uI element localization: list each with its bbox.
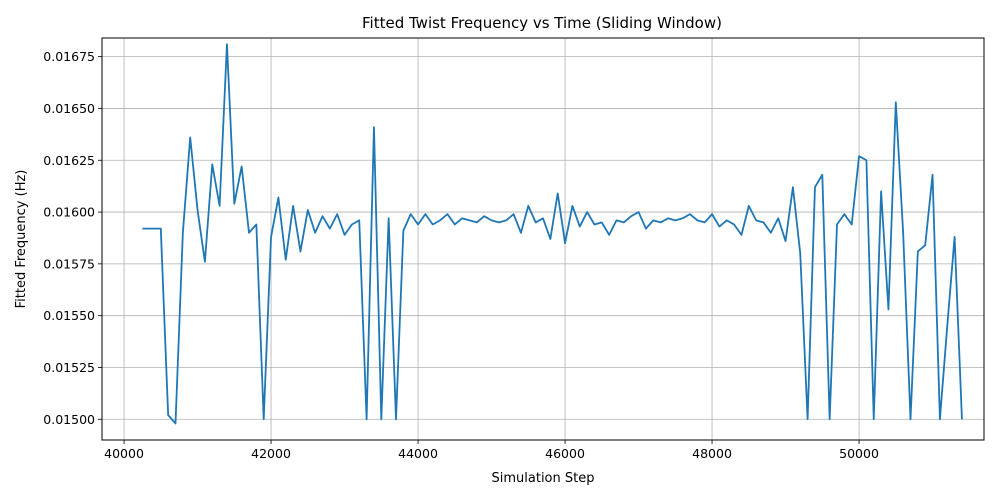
series-line (142, 43, 963, 425)
x-axis: 40000 42000 44000 46000 48000 50000 (104, 440, 879, 461)
y-axis: 0.01500 0.01525 0.01550 0.01575 0.01600 0.016… (43, 49, 102, 427)
y-tick-label: 0.01500 (43, 412, 95, 427)
y-tick-label: 0.01575 (43, 256, 95, 271)
y-tick-label: 0.01675 (43, 49, 95, 64)
y-tick-label: 0.01550 (43, 308, 95, 323)
y-tick-label: 0.01525 (43, 360, 95, 375)
y-tick-label: 0.01625 (43, 153, 95, 168)
chart-title: Fitted Twist Frequency vs Time (Sliding … (362, 14, 722, 32)
x-tick-label: 50000 (839, 446, 879, 461)
y-tick-label: 0.01600 (43, 205, 95, 220)
y-axis-label: Fitted Frequency (Hz) (14, 170, 29, 309)
x-tick-label: 44000 (398, 446, 438, 461)
x-axis-label: Simulation Step (492, 471, 595, 486)
x-tick-label: 46000 (545, 446, 585, 461)
plot-line-group (142, 43, 963, 425)
plot-frame (101, 37, 985, 441)
x-tick-label: 42000 (251, 446, 291, 461)
grid (102, 38, 984, 440)
x-tick-label: 48000 (692, 446, 732, 461)
x-tick-label: 40000 (104, 446, 144, 461)
y-tick-label: 0.01650 (43, 101, 95, 116)
